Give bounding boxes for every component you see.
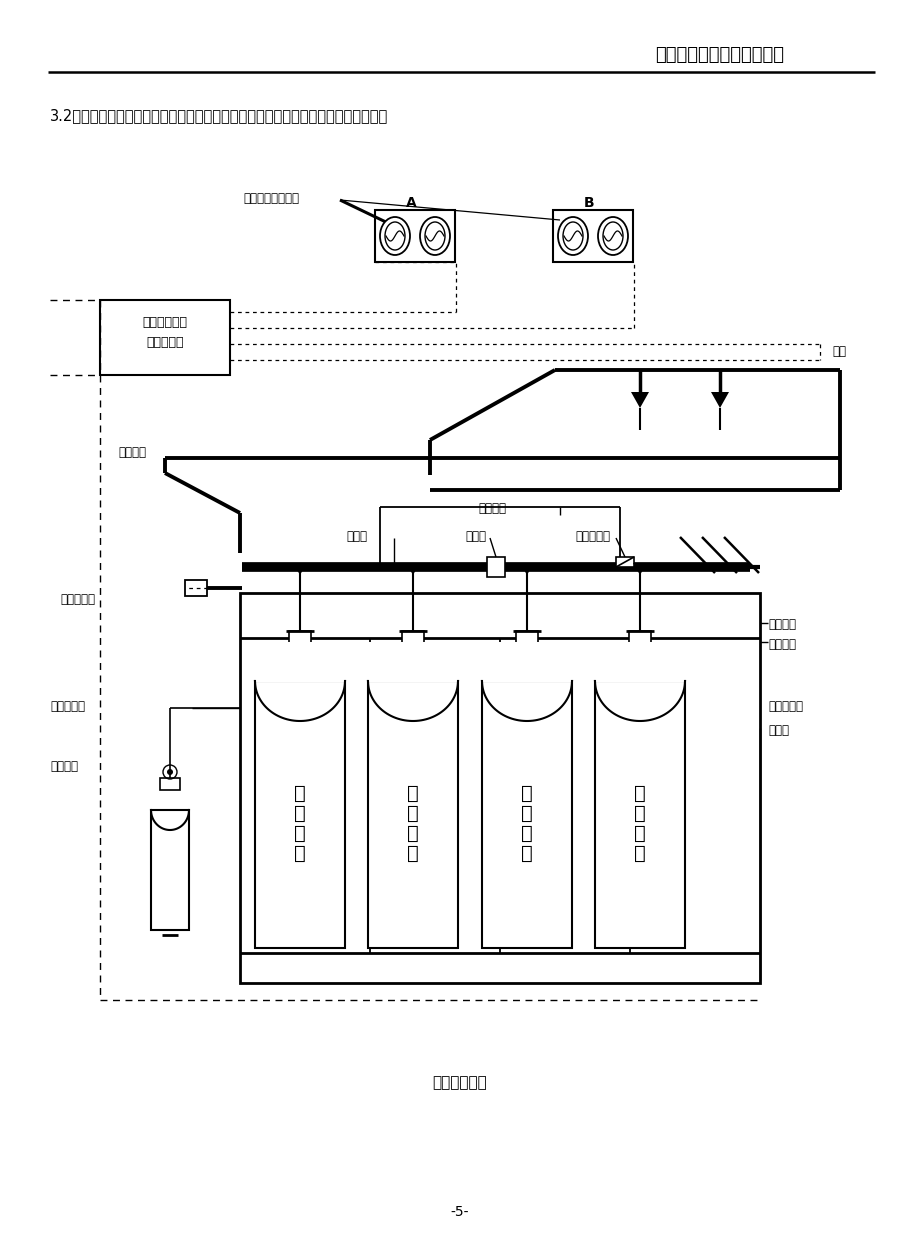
Bar bbox=[151, 811, 188, 931]
Bar bbox=[399, 649, 426, 671]
Text: 七氟丙烷灭火系统应用手册: 七氟丙烷灭火系统应用手册 bbox=[654, 46, 784, 64]
Text: -5-: -5- bbox=[450, 1205, 469, 1219]
Text: 烷: 烷 bbox=[520, 844, 532, 863]
Bar bbox=[368, 642, 458, 682]
Bar bbox=[629, 631, 651, 649]
Text: 瓶组架: 瓶组架 bbox=[767, 724, 789, 737]
Text: 氟: 氟 bbox=[294, 804, 305, 823]
Text: 3.2单元独立系统，即一个保护区设立一套系统。用于有特殊要求场所的单独保护区。: 3.2单元独立系统，即一个保护区设立一套系统。用于有特殊要求场所的单独保护区。 bbox=[50, 107, 388, 122]
Text: 单元独立系统: 单元独立系统 bbox=[432, 1075, 487, 1090]
Ellipse shape bbox=[384, 222, 404, 250]
Text: 气控单向阀: 气控单向阀 bbox=[50, 699, 85, 713]
Text: 低压泄压阀: 低压泄压阀 bbox=[574, 530, 609, 543]
Polygon shape bbox=[710, 392, 728, 408]
Text: 烷: 烷 bbox=[633, 844, 645, 863]
Ellipse shape bbox=[558, 217, 587, 255]
Text: 丙: 丙 bbox=[407, 824, 418, 843]
Text: 氟: 氟 bbox=[407, 804, 418, 823]
Bar bbox=[486, 557, 505, 577]
Text: 烷: 烷 bbox=[407, 844, 418, 863]
Bar bbox=[552, 210, 632, 262]
Text: 丙: 丙 bbox=[520, 824, 532, 843]
Text: 七: 七 bbox=[407, 784, 418, 803]
Bar bbox=[368, 681, 458, 948]
Text: 金属软管: 金属软管 bbox=[767, 638, 795, 651]
Polygon shape bbox=[632, 563, 646, 575]
Text: 灭火剂瓶组: 灭火剂瓶组 bbox=[767, 699, 802, 713]
Text: 安全阀: 安全阀 bbox=[464, 530, 485, 543]
Bar bbox=[625, 649, 653, 671]
Bar bbox=[255, 681, 345, 948]
Ellipse shape bbox=[380, 217, 410, 255]
Text: 感温、感烟探测器: 感温、感烟探测器 bbox=[243, 192, 299, 205]
Text: 丙: 丙 bbox=[633, 824, 645, 843]
Bar bbox=[482, 681, 572, 948]
Text: 启动气瓶: 启动气瓶 bbox=[50, 759, 78, 773]
Ellipse shape bbox=[420, 217, 449, 255]
Bar bbox=[286, 649, 313, 671]
Bar bbox=[513, 649, 540, 671]
Text: 七: 七 bbox=[294, 784, 305, 803]
Text: 烷: 烷 bbox=[294, 844, 305, 863]
Bar bbox=[240, 593, 759, 983]
Circle shape bbox=[167, 769, 173, 774]
Bar bbox=[595, 681, 685, 948]
Bar bbox=[289, 631, 311, 649]
Text: 气控管路: 气控管路 bbox=[478, 502, 505, 515]
Bar bbox=[160, 778, 180, 791]
Text: 丙: 丙 bbox=[294, 824, 305, 843]
Ellipse shape bbox=[425, 222, 445, 250]
Bar bbox=[616, 557, 633, 567]
Text: 压力信号器: 压力信号器 bbox=[60, 593, 95, 606]
Text: 灭火控制器: 灭火控制器 bbox=[146, 336, 184, 348]
Bar bbox=[375, 210, 455, 262]
Text: 喷嘴: 喷嘴 bbox=[831, 345, 845, 358]
Polygon shape bbox=[292, 563, 307, 575]
Text: 火灾自动报警: 火灾自动报警 bbox=[142, 316, 187, 328]
Ellipse shape bbox=[562, 222, 583, 250]
Text: 平焊法兰: 平焊法兰 bbox=[118, 446, 146, 458]
Ellipse shape bbox=[597, 217, 628, 255]
Text: 集流管: 集流管 bbox=[346, 530, 367, 543]
Polygon shape bbox=[519, 563, 533, 575]
Text: 七: 七 bbox=[520, 784, 532, 803]
Bar bbox=[516, 631, 538, 649]
Bar bbox=[255, 642, 345, 682]
Text: A: A bbox=[405, 196, 416, 210]
Bar bbox=[100, 300, 230, 375]
Bar bbox=[185, 580, 207, 596]
Bar bbox=[595, 642, 685, 682]
Text: B: B bbox=[583, 196, 594, 210]
Bar bbox=[402, 631, 424, 649]
Text: 氟: 氟 bbox=[520, 804, 532, 823]
Text: 七: 七 bbox=[633, 784, 645, 803]
Ellipse shape bbox=[602, 222, 622, 250]
Text: 氟: 氟 bbox=[633, 804, 645, 823]
Polygon shape bbox=[630, 392, 648, 408]
Bar bbox=[482, 642, 572, 682]
Polygon shape bbox=[405, 563, 420, 575]
Text: 主单向阀: 主单向阀 bbox=[767, 618, 795, 631]
